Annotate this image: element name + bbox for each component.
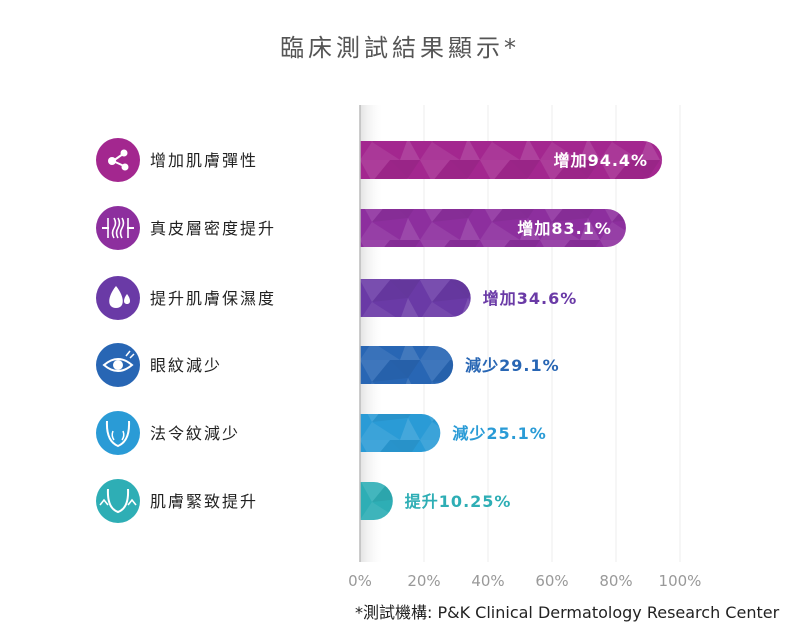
category-label: 增加肌膚彈性	[150, 151, 258, 170]
dermis-density-icon	[96, 206, 140, 250]
face-lift-icon	[96, 479, 140, 523]
source-footnote: *測試機構: P&K Clinical Dermatology Research…	[355, 603, 780, 622]
chart-title: 臨床測試結果顯示*	[280, 34, 520, 62]
x-tick-label: 20%	[407, 572, 440, 590]
bar-value-label: 增加34.6%	[483, 289, 578, 308]
bar-texture	[360, 346, 454, 384]
bar-value-label: 增加94.4%	[554, 151, 649, 170]
x-tick-label: 0%	[348, 572, 372, 590]
eye-icon	[96, 343, 140, 387]
x-tick-label: 100%	[659, 572, 702, 590]
category-label: 肌膚緊致提升	[150, 492, 258, 511]
bar-texture	[360, 141, 663, 179]
water-drop-icon	[96, 276, 140, 320]
category-label: 提升肌膚保濕度	[150, 289, 276, 308]
bar-texture	[360, 482, 393, 520]
bar-value-label: 減少29.1%	[465, 356, 560, 375]
x-tick-label: 60%	[535, 572, 568, 590]
face-nasolabial-icon	[96, 411, 140, 455]
bar-value-label: 提升10.25%	[405, 492, 512, 511]
bar-texture	[360, 209, 626, 247]
category-label: 法令紋減少	[150, 424, 240, 443]
molecule-icon	[96, 138, 140, 182]
bar-texture	[360, 414, 441, 452]
x-tick-label: 80%	[599, 572, 632, 590]
category-label: 眼紋減少	[150, 356, 222, 375]
bar-value-label: 增加83.1%	[517, 219, 612, 238]
bar-value-label: 減少25.1%	[452, 424, 547, 443]
x-tick-label: 40%	[471, 572, 504, 590]
category-label: 真皮層密度提升	[150, 219, 276, 238]
bar-texture	[360, 279, 471, 317]
